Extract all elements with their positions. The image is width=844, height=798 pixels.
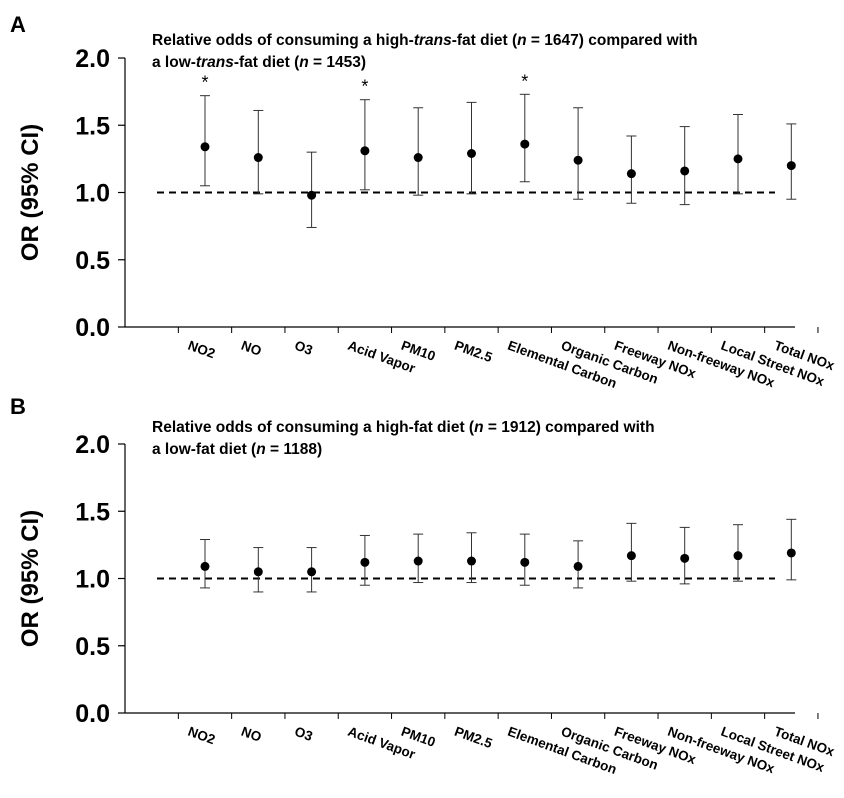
or-point	[520, 557, 530, 567]
significance-marker: *	[521, 71, 528, 91]
or-point	[626, 551, 636, 561]
y-tick-label: 2.0	[75, 45, 110, 73]
or-point	[680, 553, 690, 563]
or-point	[467, 148, 476, 158]
y-tick-label: 0.5	[75, 247, 110, 275]
y-tick-label: 1.0	[75, 566, 110, 594]
y-tick-label: 2.0	[75, 431, 110, 459]
chart-title-line: a low-fat diet (n = 1188)	[152, 441, 322, 458]
or-point	[573, 561, 583, 571]
or-point	[626, 169, 636, 179]
or-point	[733, 551, 743, 561]
or-point	[253, 567, 263, 577]
y-axis-label: OR (95% CI)	[17, 124, 44, 261]
or-point	[733, 154, 743, 164]
chart-title-line: Relative odds of consuming a high-trans-…	[152, 32, 698, 49]
or-point	[360, 146, 370, 156]
or-point	[467, 556, 476, 566]
or-point	[253, 153, 263, 163]
or-point	[200, 561, 210, 571]
chart-title-line: a low-trans-fat diet (n = 1453)	[152, 54, 366, 71]
significance-marker: *	[361, 77, 368, 97]
or-point	[786, 161, 796, 171]
category-label: NO2	[186, 338, 217, 362]
category-label: NO	[239, 338, 263, 359]
or-point	[413, 556, 423, 566]
or-point	[680, 166, 690, 176]
panel-letter: B	[10, 394, 26, 419]
or-point	[307, 567, 317, 577]
category-label: O3	[293, 338, 316, 358]
or-point	[307, 190, 317, 200]
panel-b: B Relative odds of consuming a high-fat d…	[10, 394, 837, 777]
y-tick-label: 1.0	[75, 180, 110, 208]
panel-letter: A	[10, 12, 26, 37]
chart-title-line: Relative odds of consuming a high-fat di…	[152, 419, 655, 436]
y-tick-label: 0.5	[75, 633, 110, 661]
category-label: O3	[293, 724, 316, 744]
or-point	[786, 548, 796, 558]
category-label: NO	[239, 724, 263, 745]
or-point	[200, 142, 210, 152]
or-point	[413, 153, 423, 163]
category-label: PM2.5	[452, 724, 494, 752]
category-label: PM2.5	[452, 338, 494, 366]
y-tick-label: 1.5	[75, 498, 110, 526]
panel-a: A Relative odds of consuming a high-trans…	[10, 12, 837, 391]
y-tick-label: 0.0	[75, 314, 110, 342]
or-point	[360, 557, 370, 567]
y-tick-label: 0.0	[75, 700, 110, 728]
category-label: NO2	[186, 724, 217, 748]
y-tick-label: 1.5	[75, 112, 110, 140]
or-point	[573, 155, 583, 165]
or-point	[520, 139, 530, 149]
y-axis-label: OR (95% CI)	[17, 510, 44, 647]
significance-marker: *	[201, 73, 208, 93]
